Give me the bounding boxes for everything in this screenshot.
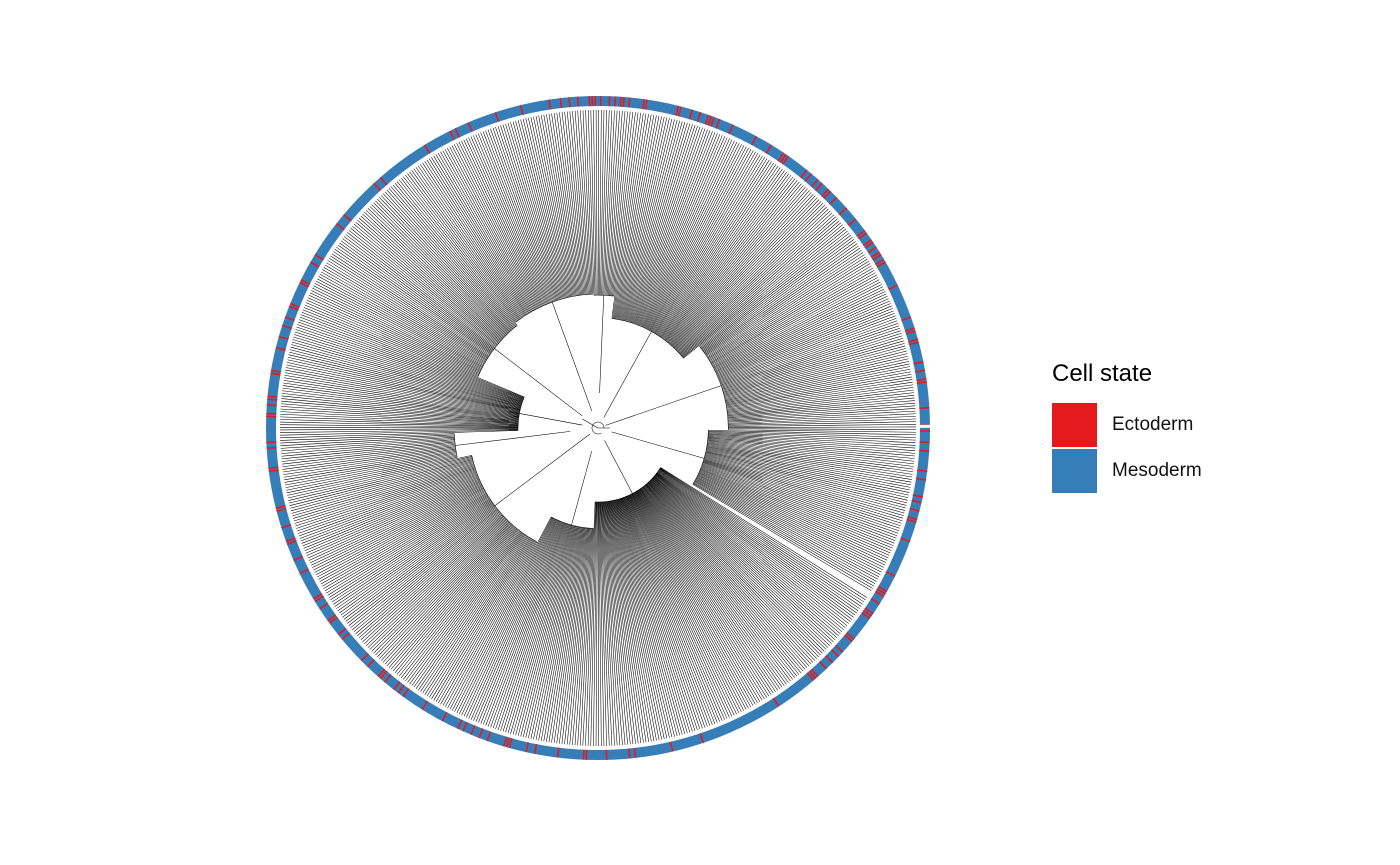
legend-swatch-ectoderm	[1052, 403, 1097, 447]
tree-branch-lines	[279, 109, 917, 747]
legend-item-ectoderm: Ectoderm	[1052, 402, 1202, 448]
tree-branches	[279, 109, 917, 747]
ring-base-mesoderm	[266, 96, 930, 760]
legend-item-mesoderm: Mesoderm	[1052, 448, 1202, 494]
legend-swatch-mesoderm	[1052, 449, 1097, 493]
ring-cells-ectoderm	[266, 96, 930, 760]
legend-label-mesoderm: Mesoderm	[1112, 460, 1202, 481]
legend-label-ectoderm: Ectoderm	[1112, 414, 1194, 435]
legend: Cell state Ectoderm Mesoderm	[1052, 360, 1202, 494]
cell-state-annotation-ring	[266, 96, 933, 760]
legend-title: Cell state	[1052, 360, 1153, 387]
